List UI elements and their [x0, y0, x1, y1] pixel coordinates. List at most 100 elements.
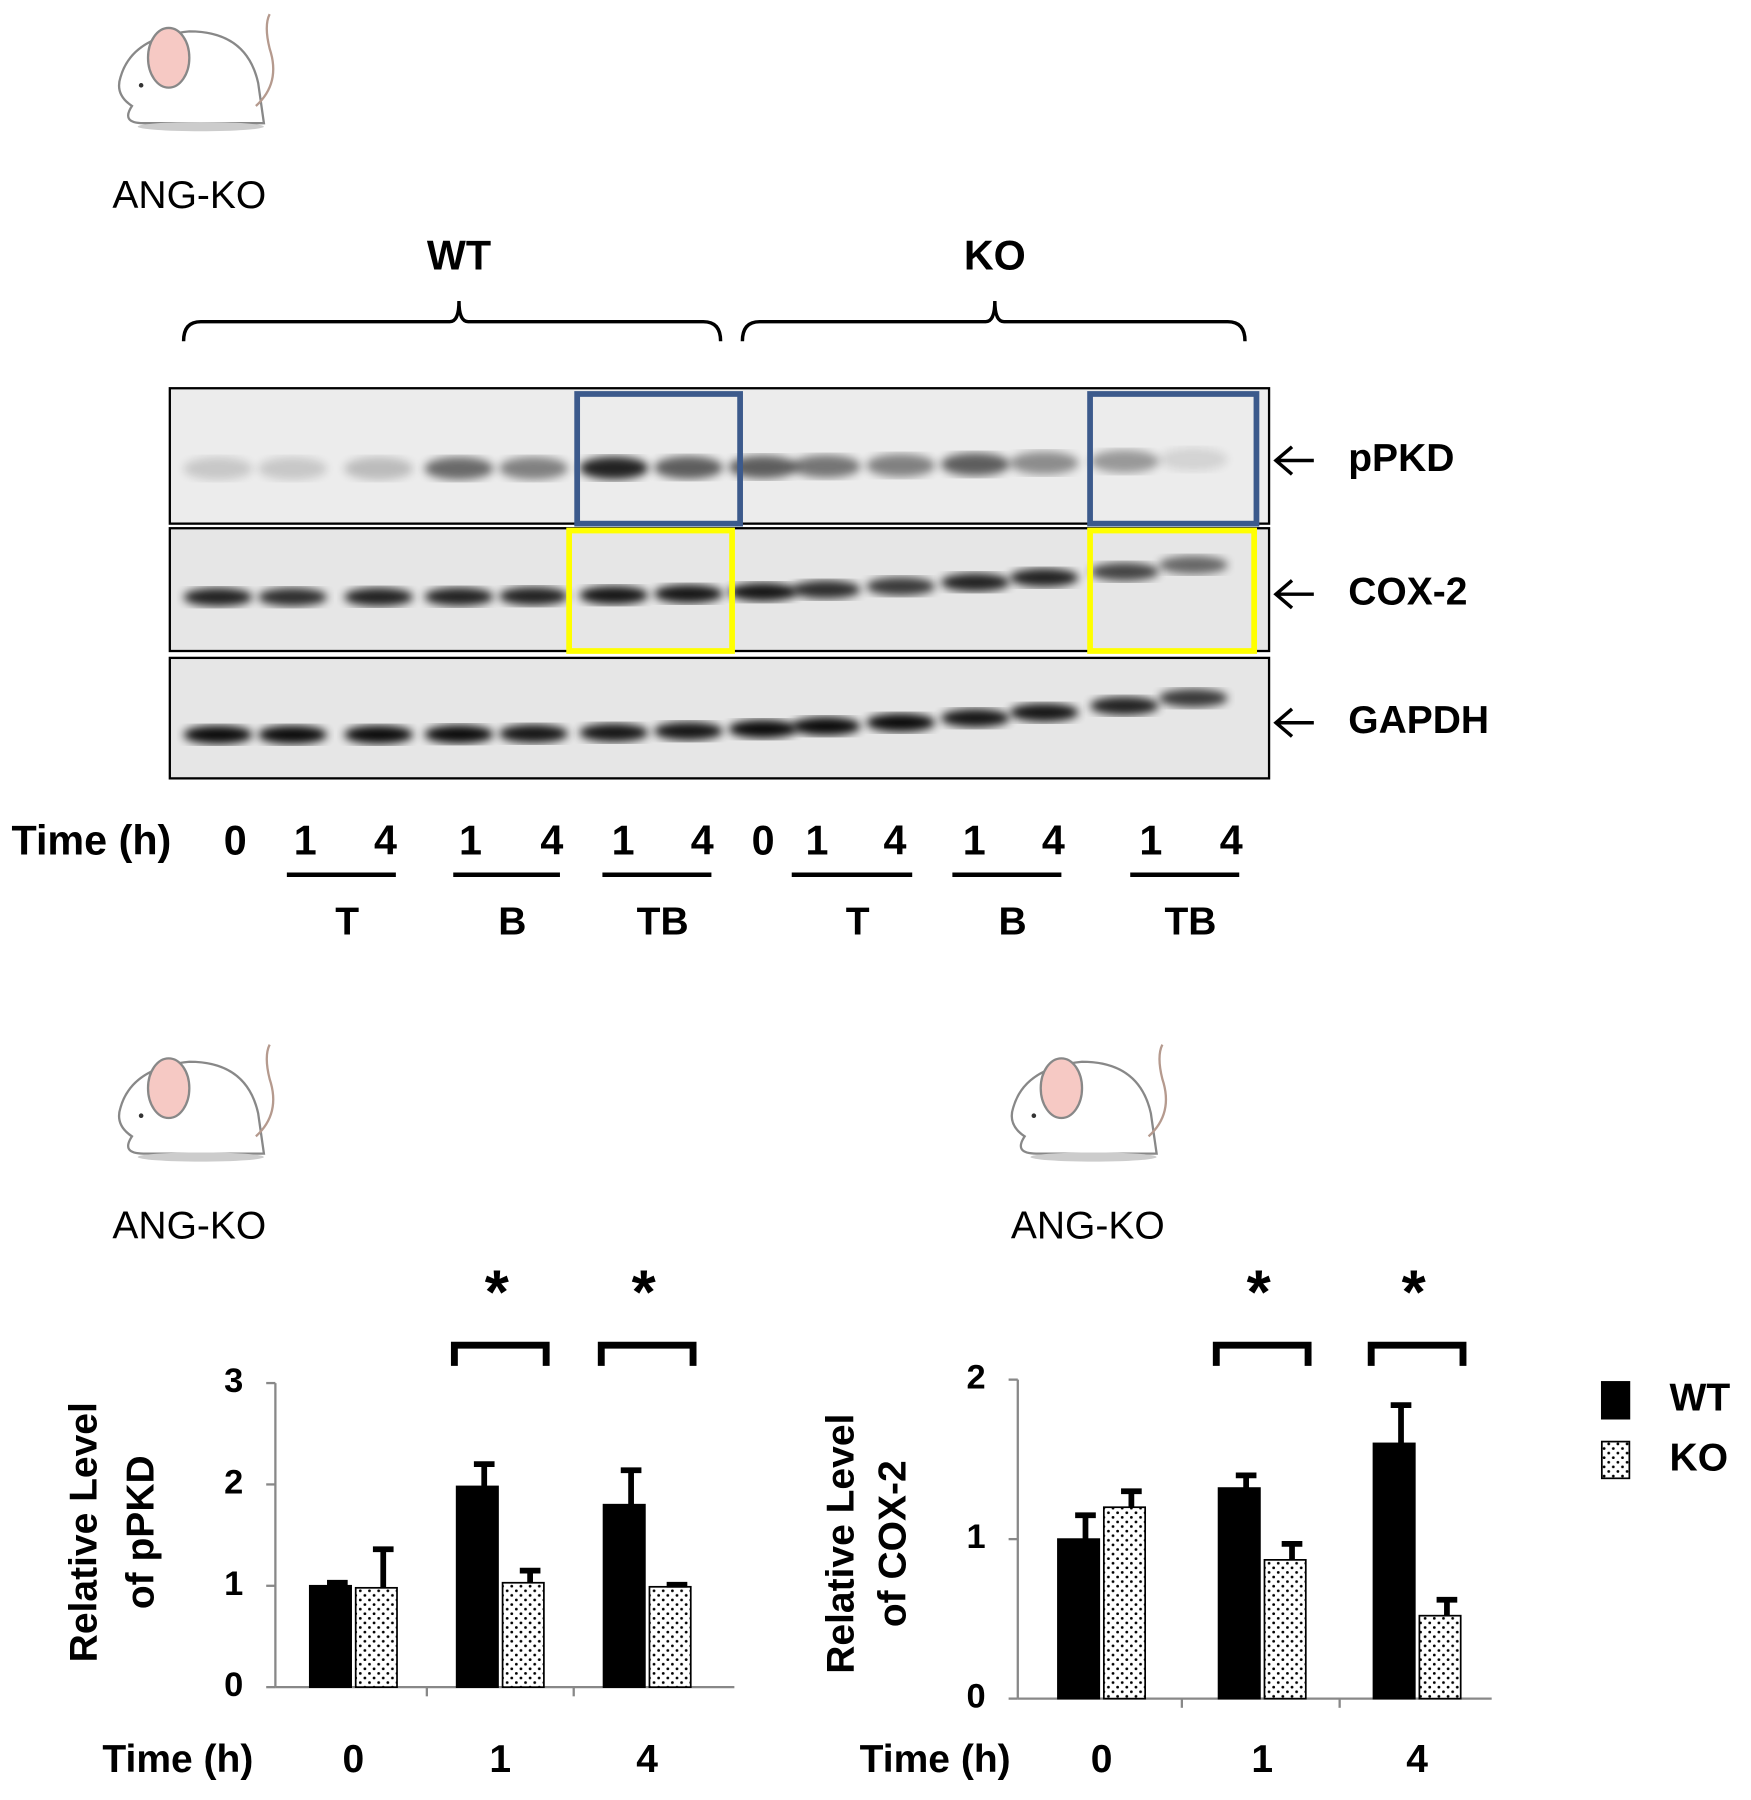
blot-band [258, 725, 328, 744]
blot-band [183, 587, 253, 607]
lane-label: 1 [459, 818, 482, 864]
bar [1263, 1559, 1307, 1700]
time-label: Time (h) [11, 818, 171, 864]
blot-band [1009, 451, 1079, 475]
error-bar [519, 1567, 541, 1583]
blot-band [866, 577, 936, 596]
x-tick-label: 1 [489, 1738, 511, 1781]
blot-band [654, 584, 723, 604]
blot-band [940, 452, 1010, 476]
blot-band [1009, 703, 1079, 722]
error-bar [1281, 1541, 1303, 1560]
bar [308, 1584, 352, 1689]
mouse-icon [117, 1043, 275, 1163]
significance-bracket [597, 1341, 697, 1366]
arrow [1273, 707, 1314, 738]
band-label: COX-2 [1348, 571, 1467, 614]
blot-band [728, 455, 798, 479]
blot-band [258, 457, 328, 481]
x-tick-label: 1 [1251, 1738, 1273, 1781]
y-tick-label: 0 [224, 1666, 243, 1704]
highlight-box [1087, 527, 1258, 654]
bar [354, 1586, 398, 1689]
legend-label: WT [1670, 1377, 1731, 1420]
y-tick-label: 2 [224, 1464, 243, 1502]
mouse-label: ANG-KO [1011, 1204, 1165, 1247]
blot-band [344, 725, 414, 744]
legend-label: KO [1670, 1436, 1729, 1479]
lane-label: 0 [752, 818, 775, 864]
error-bar [1436, 1596, 1458, 1616]
blot-panel [168, 656, 1271, 780]
blot-band [1009, 568, 1079, 587]
blot-band [183, 457, 253, 481]
mouse-icon [117, 13, 275, 133]
significance-star: * [1247, 1258, 1272, 1327]
treatment-label: T [846, 900, 870, 943]
lane-label: 1 [963, 818, 986, 864]
treatment-label: TB [1164, 900, 1216, 943]
lane-label: 1 [294, 818, 317, 864]
blot-band [499, 456, 568, 480]
bar [1372, 1442, 1416, 1700]
y-tick-label: 1 [224, 1565, 243, 1603]
x-axis-label: Time (h) [102, 1738, 253, 1781]
blot-band [183, 725, 253, 744]
significance-star: * [1402, 1258, 1427, 1327]
legend-swatch [1600, 1440, 1631, 1480]
x-tick-label: 4 [636, 1738, 658, 1781]
y-tick-label: 0 [967, 1678, 986, 1716]
lane-label: 1 [612, 818, 635, 864]
blot-band [866, 713, 936, 732]
lane-label: 4 [884, 818, 907, 864]
blot-panel [168, 387, 1271, 525]
significance-star: * [632, 1258, 657, 1327]
blot-band [344, 457, 414, 481]
x-tick-label: 0 [1091, 1738, 1113, 1781]
lane-label: 4 [1220, 818, 1243, 864]
blot-band [424, 587, 494, 606]
error-bar [473, 1461, 495, 1487]
bracket [740, 301, 1247, 342]
blot-band [791, 580, 861, 599]
mouse-icon [1010, 1043, 1168, 1163]
blot-band [499, 586, 568, 606]
blot-band [499, 724, 568, 743]
bar [1102, 1506, 1147, 1700]
y-tick-label: 2 [967, 1359, 986, 1397]
blot-band [791, 454, 861, 478]
arrow [1273, 445, 1314, 476]
y-tick-label: 1 [967, 1518, 986, 1556]
blot-band [1158, 447, 1228, 471]
blot-band [579, 723, 649, 742]
treatment-label: TB [637, 900, 689, 943]
y-tick-label: 3 [224, 1362, 243, 1400]
error-bar [620, 1467, 642, 1505]
blot-band [728, 719, 798, 739]
blot-band [344, 587, 414, 607]
blot-panel [168, 527, 1271, 653]
x-tick-label: 4 [1406, 1738, 1428, 1781]
blot-band [1090, 696, 1159, 716]
bar [602, 1503, 646, 1689]
y-axis-label: of COX-2 [871, 1460, 914, 1627]
blot-band [579, 586, 649, 605]
highlight-box [566, 527, 735, 654]
legend-swatch [1600, 1381, 1631, 1420]
error-bar [327, 1579, 348, 1586]
blot-band [258, 587, 328, 607]
blot-band [728, 582, 798, 602]
blot-band [424, 456, 494, 480]
blot-band [1158, 555, 1228, 575]
bar [1057, 1538, 1101, 1700]
lane-label: 0 [224, 818, 247, 864]
lane-label: 4 [1042, 818, 1065, 864]
highlight-box [574, 391, 743, 527]
y-axis-label: of pPKD [120, 1455, 163, 1609]
blot-band [1090, 449, 1159, 473]
error-bar [1235, 1472, 1257, 1489]
band-label: GAPDH [1348, 699, 1489, 742]
group-label: WT [427, 232, 491, 278]
blot-band [654, 456, 723, 480]
